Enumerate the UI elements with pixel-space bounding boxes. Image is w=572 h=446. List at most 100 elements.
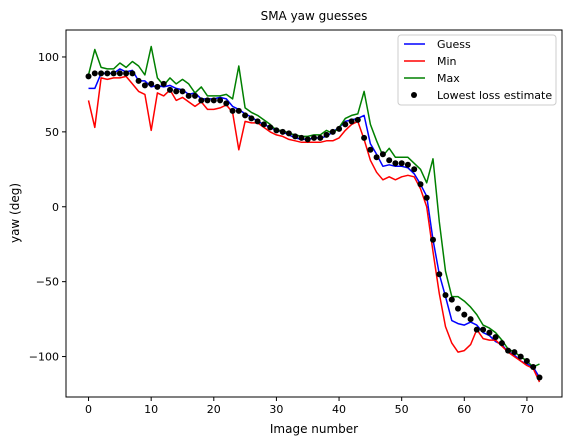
x-axis-label: Image number (270, 422, 358, 436)
data-point (386, 157, 393, 164)
data-point (242, 112, 249, 119)
data-point (367, 146, 374, 153)
data-point (430, 236, 436, 243)
data-point (210, 97, 217, 104)
series-points-lowest-loss-estimate (85, 70, 543, 381)
data-point (104, 70, 111, 77)
legend-label: Guess (437, 38, 471, 51)
data-point (173, 88, 180, 95)
y-tick-label: −100 (29, 351, 59, 364)
data-point (248, 115, 255, 122)
data-point (473, 326, 480, 333)
data-point (486, 329, 493, 336)
data-point (323, 131, 330, 138)
data-point (417, 181, 424, 188)
data-point (229, 107, 236, 114)
series-line-min (87, 75, 541, 383)
y-axis-label: yaw (deg) (8, 183, 22, 243)
data-point (254, 118, 261, 125)
data-point (267, 124, 274, 131)
data-point (123, 70, 130, 77)
data-point (505, 347, 512, 354)
data-point (536, 374, 543, 381)
data-point (304, 136, 311, 143)
chart-title: SMA yaw guesses (261, 9, 368, 23)
data-point (492, 334, 499, 341)
data-point (98, 70, 105, 77)
x-tick-label: 50 (395, 403, 409, 416)
data-point (467, 316, 474, 323)
data-point (292, 133, 299, 140)
data-point (423, 194, 430, 201)
data-point (204, 97, 211, 104)
data-point (404, 161, 411, 168)
data-point (279, 128, 286, 135)
data-point (517, 353, 524, 360)
data-point (329, 128, 336, 135)
data-point (260, 121, 267, 128)
y-tick-label: −50 (36, 276, 59, 289)
data-point (135, 77, 142, 84)
data-point (361, 134, 368, 141)
data-point (217, 97, 224, 104)
data-point (455, 305, 461, 312)
x-tick-label: 10 (144, 403, 158, 416)
x-tick-label: 0 (85, 403, 92, 416)
data-point (160, 80, 167, 87)
data-point (185, 92, 192, 99)
data-point (461, 311, 468, 318)
data-point (223, 100, 230, 107)
data-point (411, 166, 418, 173)
data-point (110, 70, 117, 77)
y-tick-label: 50 (45, 126, 59, 139)
data-point (198, 97, 205, 104)
legend-swatch (411, 92, 417, 98)
data-point (498, 340, 505, 347)
data-point (436, 271, 443, 278)
data-point (273, 127, 280, 134)
x-tick-label: 40 (332, 403, 346, 416)
data-point (235, 107, 242, 114)
data-point (342, 121, 349, 128)
data-point (192, 92, 198, 99)
data-point (398, 160, 405, 167)
data-point (141, 82, 148, 89)
legend: Guess Min Max Lowest loss estimate (397, 34, 557, 106)
data-point (511, 349, 518, 356)
data-point (116, 70, 123, 77)
data-point (392, 160, 399, 167)
data-point (129, 70, 136, 77)
legend-label: Lowest loss estimate (437, 89, 552, 102)
data-point (354, 116, 361, 123)
legend-box (397, 34, 557, 106)
y-tick-label: 100 (38, 51, 59, 64)
data-point (348, 118, 355, 125)
x-tick-label: 30 (269, 403, 283, 416)
data-point (179, 88, 186, 95)
data-point (317, 134, 324, 141)
data-point (373, 154, 380, 161)
data-point (530, 364, 537, 370)
x-tick-label: 20 (207, 403, 221, 416)
series-layer (85, 45, 543, 383)
data-point (442, 292, 449, 299)
x-tick-label: 70 (520, 403, 534, 416)
y-tick-label: 0 (52, 201, 59, 214)
legend-label: Min (437, 55, 457, 68)
data-point (91, 70, 98, 77)
data-point (167, 86, 173, 93)
data-point (285, 130, 292, 137)
legend-label: Max (437, 72, 460, 85)
data-point (379, 151, 386, 158)
data-point (154, 83, 161, 90)
data-point (480, 326, 487, 333)
x-tick-label: 60 (457, 403, 471, 416)
data-point (85, 73, 92, 80)
data-point (311, 134, 317, 141)
data-point (336, 125, 343, 132)
data-point (298, 134, 305, 141)
tick-layer: 0 10 20 30 40 50 60 70 −100 −50 0 50 100 (29, 51, 534, 416)
data-point (448, 296, 455, 303)
data-point (148, 80, 155, 87)
